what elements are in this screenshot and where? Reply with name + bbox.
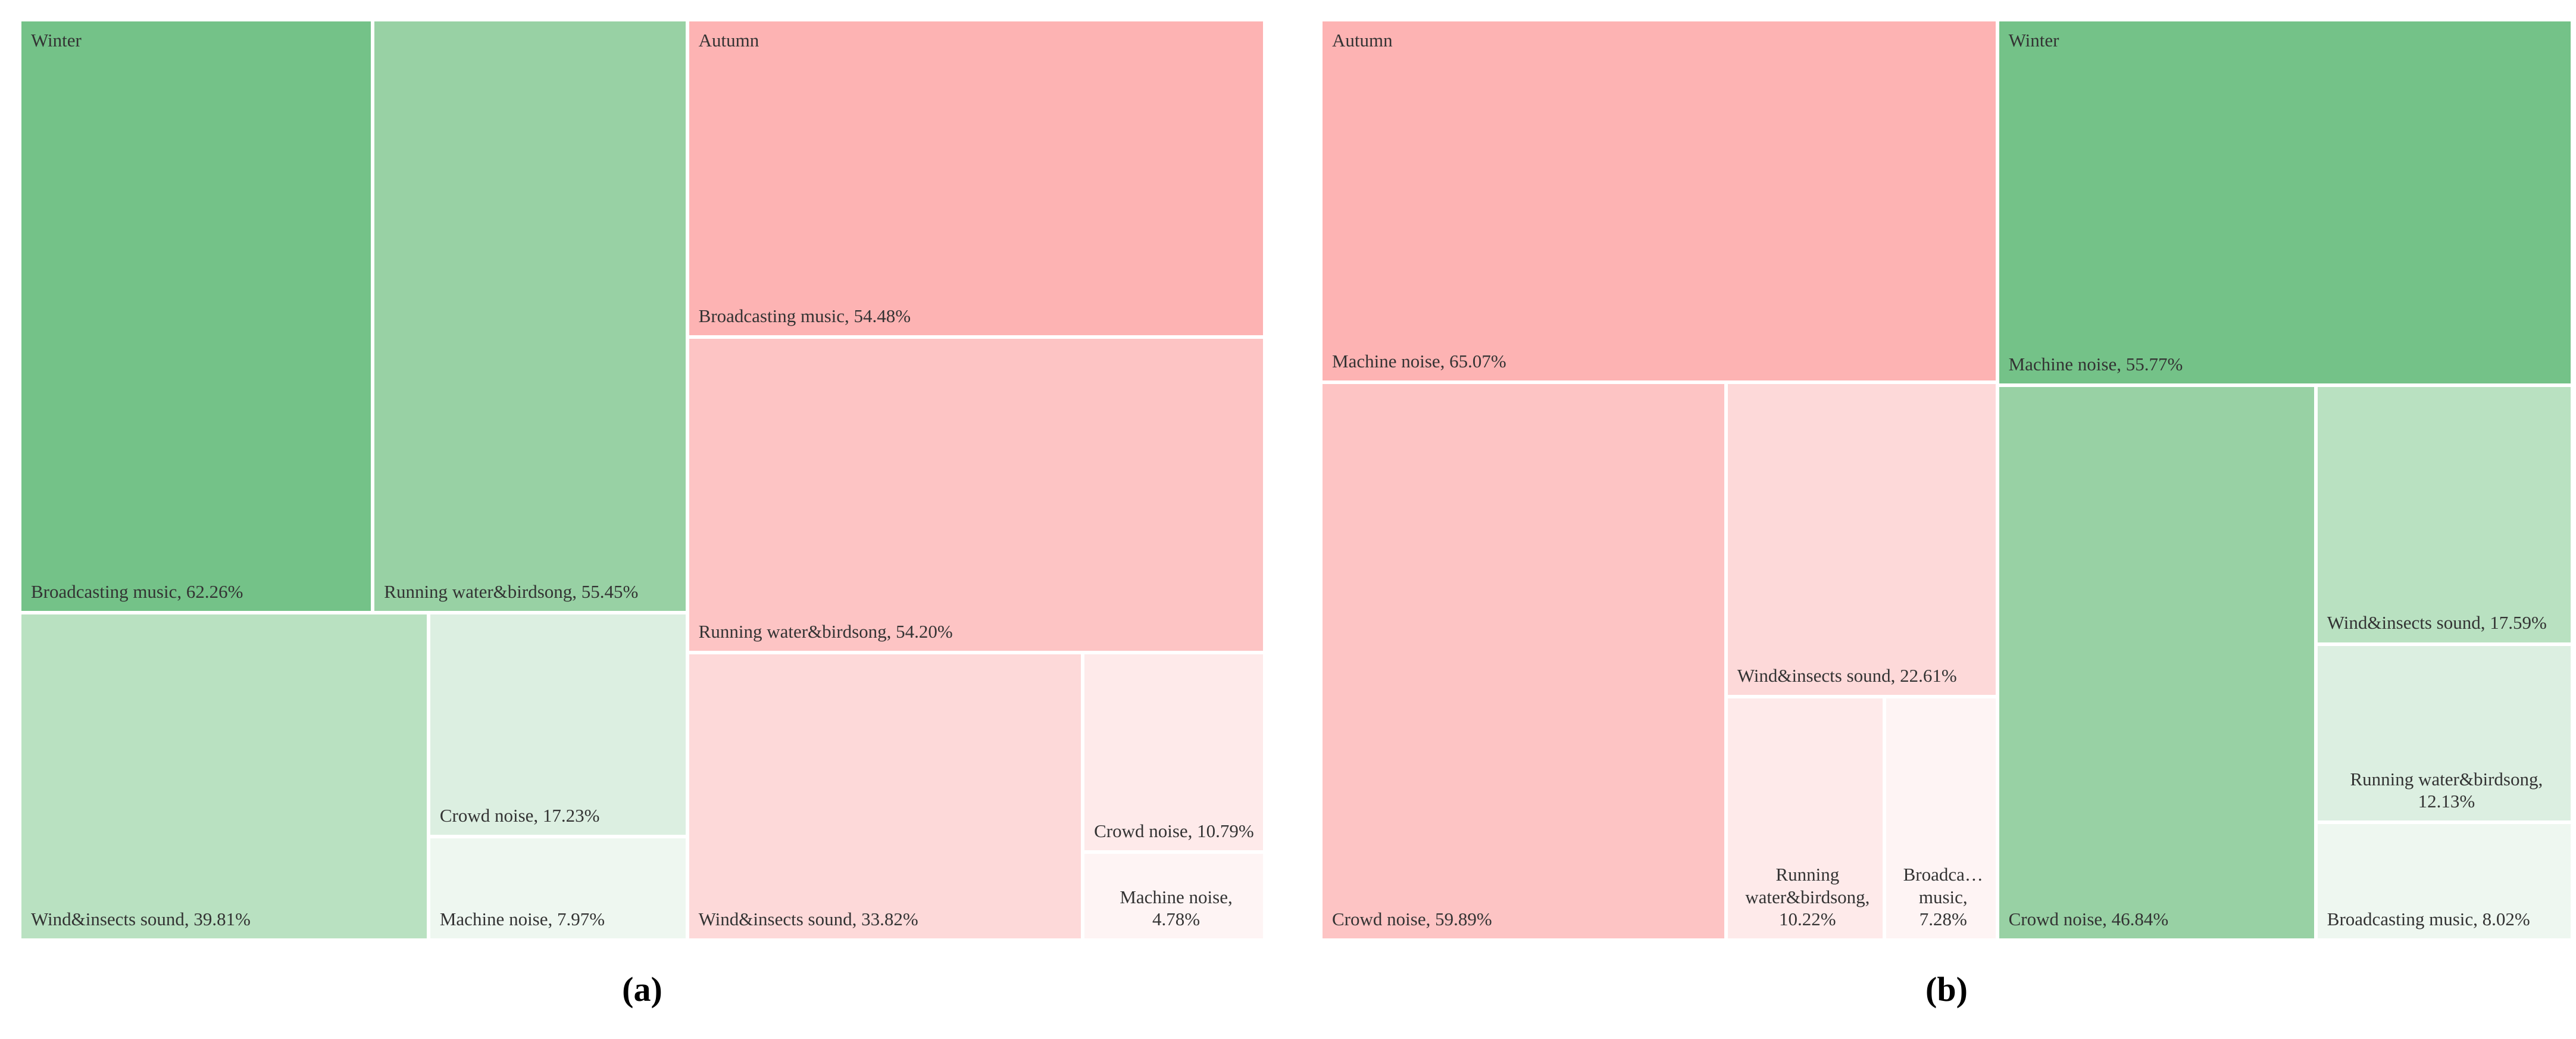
cell-label-text: Machine noise, 7.97%: [439, 908, 605, 929]
cell-label: Broadcasting music, 54.48%: [699, 305, 1258, 327]
cell-label: Running water&birdsong, 55.45%: [384, 581, 680, 603]
panel-caption: (a): [622, 970, 662, 1009]
group-title: Autumn: [1332, 30, 1393, 51]
cell-label: Machine noise, 55.77%: [2009, 353, 2566, 375]
treemap-cell: Machine noise, 55.77%: [1999, 21, 2571, 384]
treemap-cell: Crowd noise, 17.23%: [430, 614, 686, 835]
cell-label: Running water&birdsong, 12.13%: [2327, 768, 2566, 812]
cell-label-text: Crowd noise, 17.23%: [439, 804, 600, 826]
group-title: Autumn: [698, 30, 759, 51]
cell-label-text: Running water&birdsong, 54.20%: [698, 620, 953, 642]
treemap-cell: Broadcasting music, 8.02%: [2317, 824, 2571, 938]
treemap-cell: Running water&birdsong, 54.20%: [689, 338, 1263, 651]
panel-caption: (b): [1925, 970, 1968, 1009]
cell-label-text: Machine noise, 65.07%: [1332, 351, 1506, 372]
cell-label-text: Wind&insects sound, 33.82%: [698, 908, 918, 929]
cell-label: Running water&birdsong, 10.22%: [1737, 863, 1878, 930]
cell-label-text: Crowd noise, 46.84%: [2008, 908, 2169, 929]
cell-label-text: Running water&birdsong, 55.45%: [384, 581, 639, 602]
cell-label-text: Wind&insects sound, 39.81%: [31, 908, 251, 929]
cell-label: Machine noise, 4.78%: [1094, 886, 1258, 930]
cell-label: Machine noise, 65.07%: [1332, 350, 1991, 372]
cell-label: Broadcasting music, 8.02%: [2327, 908, 2566, 930]
cell-label: Wind&insects sound, 39.81%: [31, 908, 422, 930]
treemap-cell: Crowd noise, 10.79%: [1084, 654, 1263, 850]
cell-label-text: Broadca… music, 7.28%: [1903, 864, 1983, 929]
treemap-cell: Broadcasting music, 62.26%: [21, 21, 371, 611]
cell-label-text: Broadcasting music, 8.02%: [2327, 908, 2530, 929]
treemap-cell: Wind&insects sound, 22.61%: [1727, 384, 1996, 695]
cell-label-text: Wind&insects sound, 22.61%: [1737, 665, 1957, 687]
cell-label: Broadcasting music, 62.26%: [31, 581, 366, 603]
cell-label: Wind&insects sound, 17.59%: [2327, 611, 2566, 634]
cell-label-text: Broadcasting music, 62.26%: [31, 581, 243, 602]
treemap-cell: Running water&birdsong, 10.22%: [1727, 698, 1883, 938]
treemap-cell: Crowd noise, 46.84%: [1999, 387, 2314, 938]
cell-label-text: Running water&birdsong, 12.13%: [2350, 768, 2543, 812]
treemap-cell: Wind&insects sound, 39.81%: [21, 614, 427, 938]
cell-label-text: Running water&birdsong, 10.22%: [1745, 864, 1870, 929]
group-title: Winter: [31, 30, 82, 51]
treemap-cell: Wind&insects sound, 17.59%: [2317, 387, 2571, 642]
treemap-cell: Broadca… music, 7.28%: [1886, 698, 1996, 938]
cell-label: Crowd noise, 17.23%: [440, 804, 681, 826]
cell-label-text: Wind&insects sound, 17.59%: [2327, 612, 2547, 634]
cell-label-text: Machine noise, 55.77%: [2008, 354, 2183, 375]
cell-label: Crowd noise, 10.79%: [1094, 820, 1258, 842]
cell-label-text: Broadcasting music, 54.48%: [698, 305, 911, 326]
cell-label: Wind&insects sound, 33.82%: [699, 908, 1076, 930]
cell-label-text: Crowd noise, 59.89%: [1332, 908, 1492, 929]
cell-label: Broadca… music, 7.28%: [1896, 863, 1991, 930]
treemap-cell: Wind&insects sound, 33.82%: [689, 654, 1081, 938]
cell-label: Running water&birdsong, 54.20%: [699, 620, 1258, 642]
cell-label: Crowd noise, 46.84%: [2009, 908, 2309, 930]
treemap-cell: Running water&birdsong, 12.13%: [2317, 645, 2571, 820]
treemap-cell: Machine noise, 65.07%: [1323, 21, 1996, 381]
treemap-cell: Running water&birdsong, 55.45%: [374, 21, 686, 611]
cell-label: Crowd noise, 59.89%: [1332, 908, 1720, 930]
treemap-cell: Machine noise, 4.78%: [1084, 853, 1263, 938]
cell-label-text: Machine noise, 4.78%: [1120, 886, 1233, 929]
treemap-cell: Broadcasting music, 54.48%: [689, 21, 1263, 335]
treemap-cell: Crowd noise, 59.89%: [1323, 384, 1724, 938]
group-title: Winter: [2008, 30, 2059, 51]
cell-label-text: Crowd noise, 10.79%: [1094, 820, 1254, 841]
treemap-cell: Machine noise, 7.97%: [430, 838, 686, 938]
cell-label: Machine noise, 7.97%: [440, 908, 681, 930]
cell-label: Wind&insects sound, 22.61%: [1737, 664, 1991, 687]
